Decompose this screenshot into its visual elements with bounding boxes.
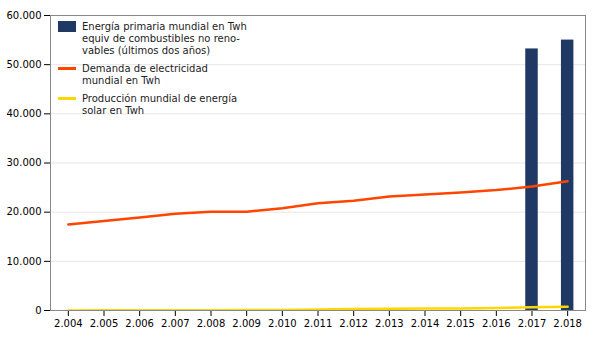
svg-text:2.010: 2.010 (268, 318, 297, 329)
svg-text:2.014: 2.014 (411, 318, 440, 329)
html-text:Producción mundial de energía: Producción mundial de energía solar en T… (82, 93, 238, 116)
svg-text:40.000: 40.000 (7, 108, 42, 119)
svg-text:2.009: 2.009 (232, 318, 261, 329)
svg-text:60.000: 60.000 (7, 10, 42, 21)
svg-text:2.018: 2.018 (553, 318, 582, 329)
svg-text:10.000: 10.000 (7, 256, 42, 267)
svg-text:2.011: 2.011 (304, 318, 333, 329)
svg-text:2.006: 2.006 (125, 318, 154, 329)
svg-text:2.015: 2.015 (446, 318, 475, 329)
svg-text:2.017: 2.017 (518, 318, 547, 329)
html-text:Demanda de electricidad mundia: Demanda de electricidad mundial en Twh (82, 63, 208, 86)
svg-text:2.005: 2.005 (90, 318, 119, 329)
html-text:Energía primaria mundial en Tw: Energía primaria mundial en Twh equiv de… (82, 21, 247, 56)
svg-text:2.007: 2.007 (161, 318, 190, 329)
svg-text:50.000: 50.000 (7, 59, 42, 70)
svg-text:30.000: 30.000 (7, 157, 42, 168)
svg-text:2.004: 2.004 (54, 318, 83, 329)
svg-text:20.000: 20.000 (7, 206, 42, 217)
svg-text:2.012: 2.012 (339, 318, 368, 329)
svg-text:0: 0 (35, 305, 41, 316)
svg-text:2.013: 2.013 (375, 318, 404, 329)
svg-text:2.016: 2.016 (482, 318, 511, 329)
svg-text:2.008: 2.008 (197, 318, 226, 329)
